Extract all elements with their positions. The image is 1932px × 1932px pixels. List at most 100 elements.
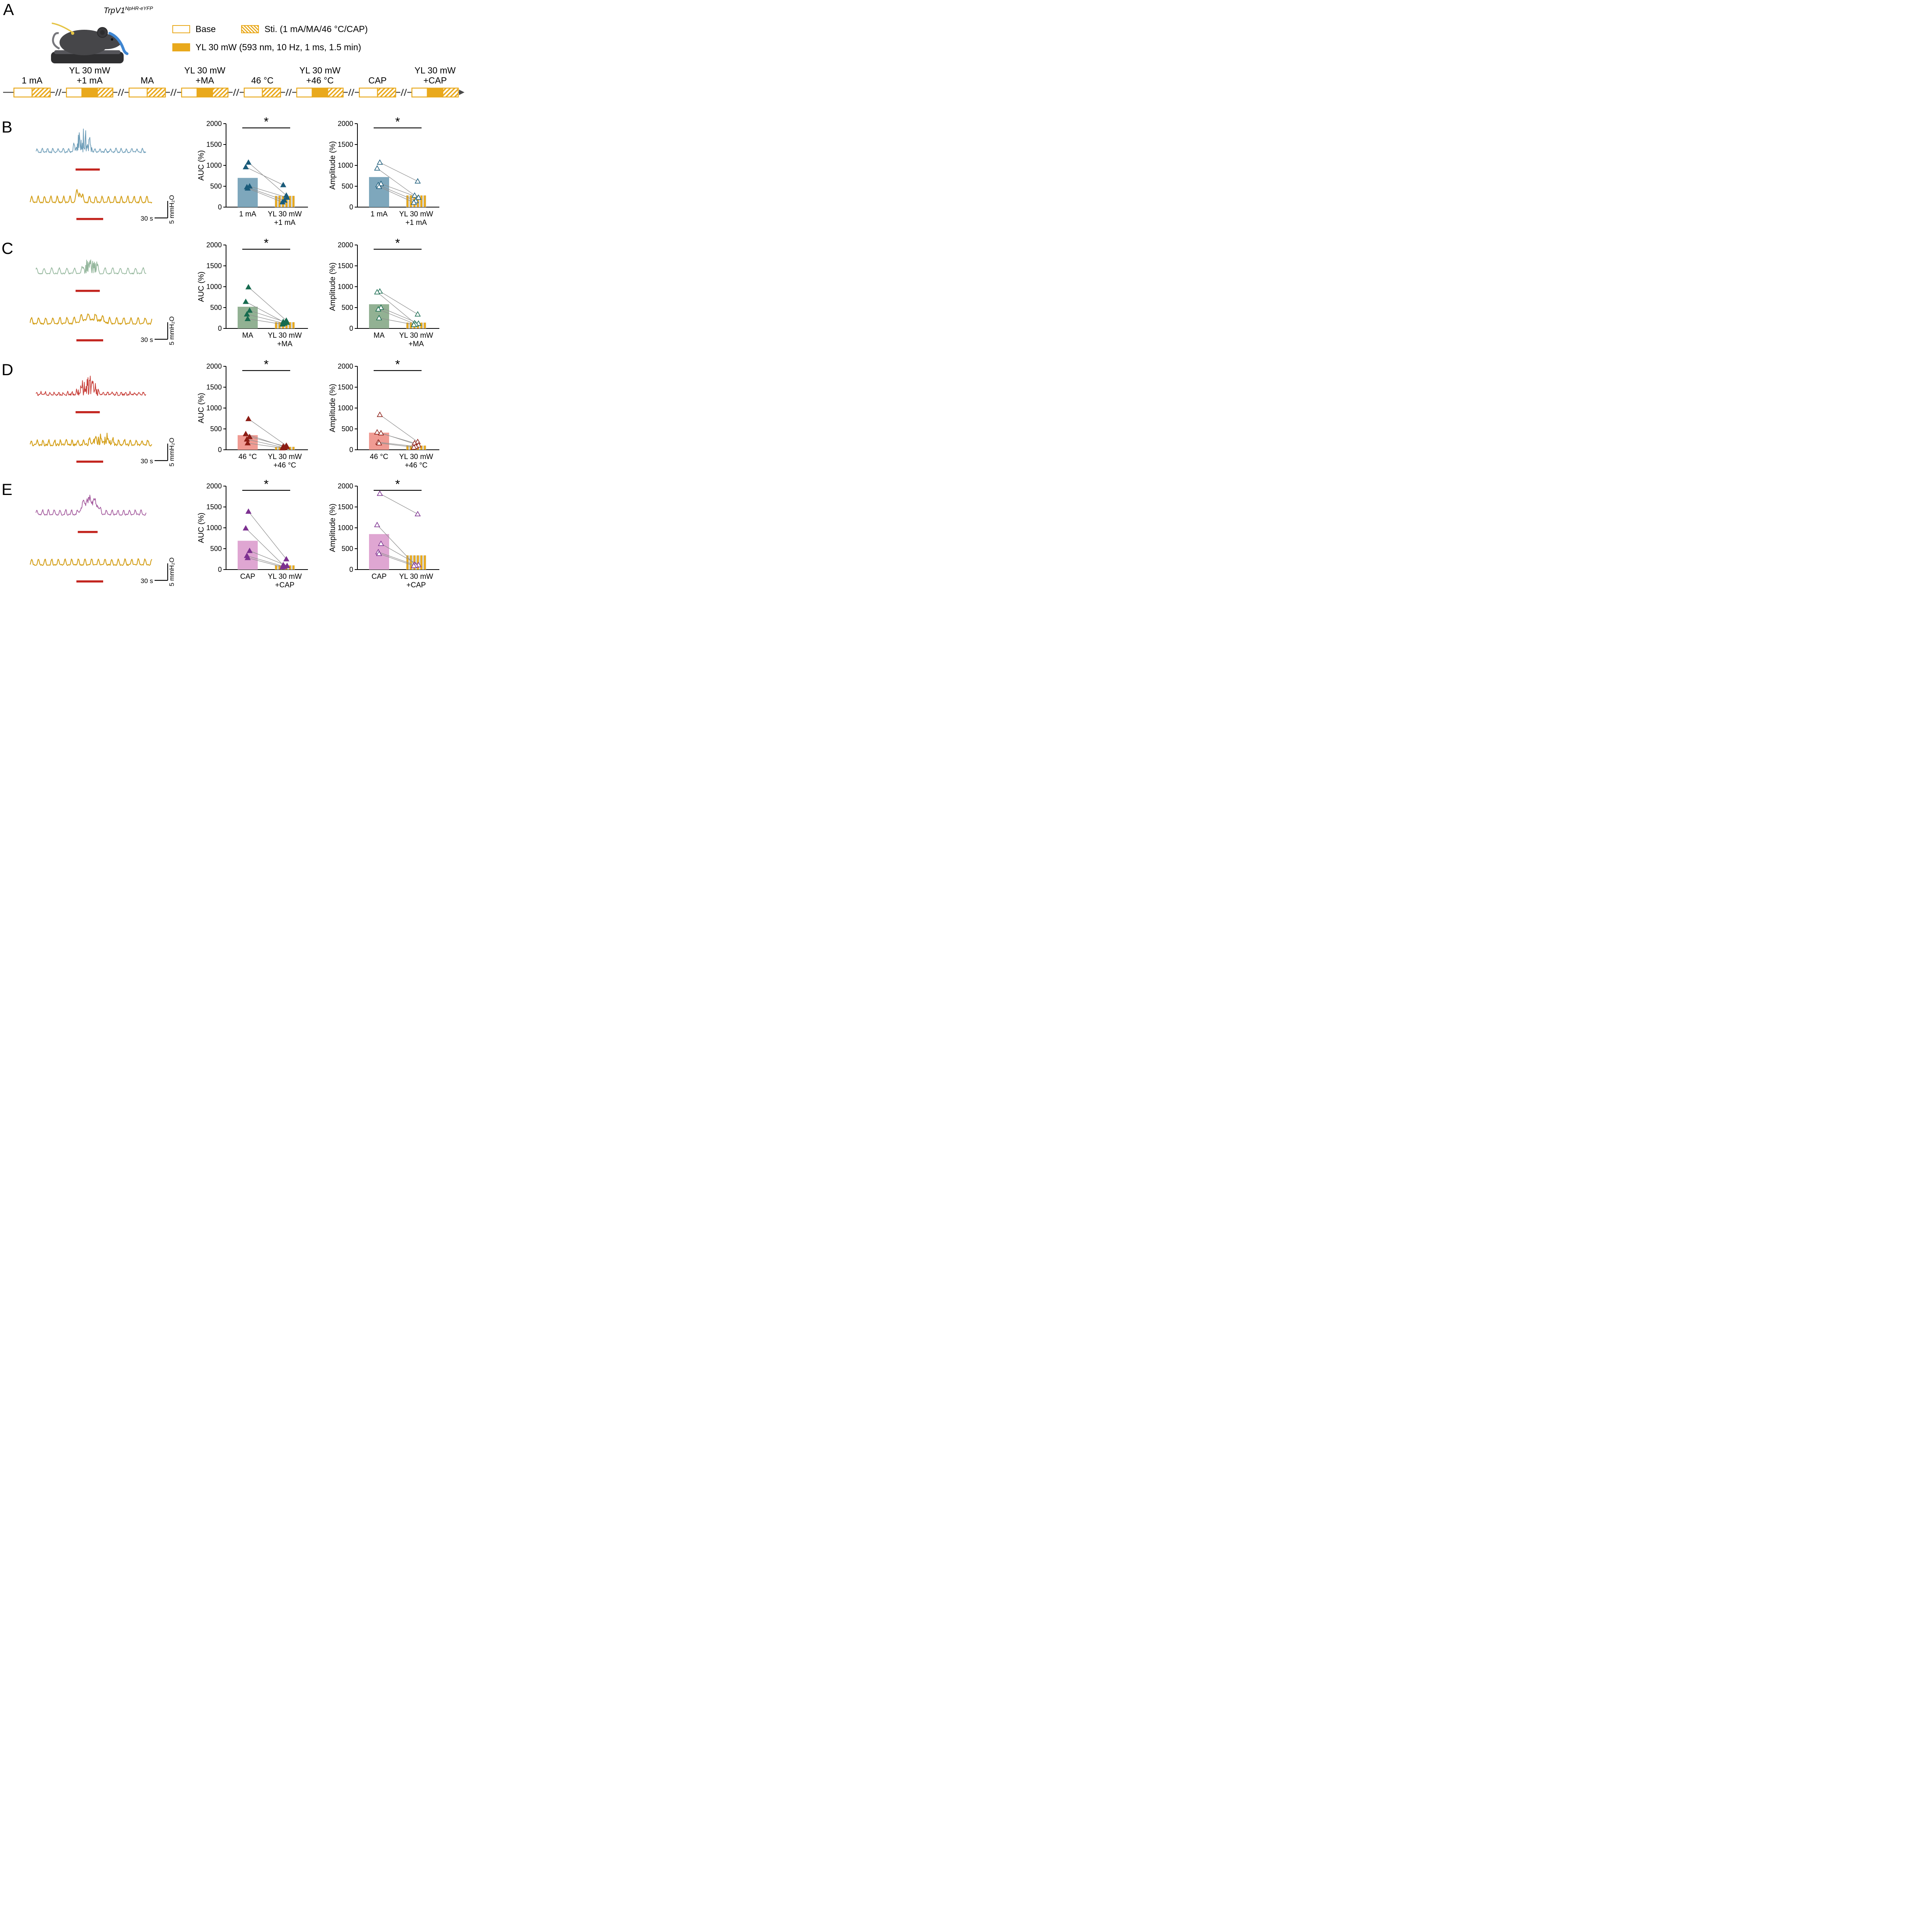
y-axis-title: Amplitude (%) [328, 503, 337, 552]
data-point [411, 321, 417, 327]
timeline-sti-segment [262, 87, 281, 98]
panel-label: D [2, 361, 14, 379]
timeline-base-segment [181, 87, 198, 98]
trace-bottom [29, 558, 152, 566]
data-point [377, 159, 383, 165]
pair-line [248, 287, 287, 321]
data-point [245, 415, 252, 421]
pair-line [247, 558, 283, 568]
data-point [377, 490, 383, 496]
y-tick-label: 500 [210, 182, 222, 190]
data-point [279, 564, 286, 570]
pair-line [247, 187, 285, 201]
pair-line [381, 307, 419, 324]
y-tick-label: 1000 [338, 283, 353, 291]
x-category-label: 46 °C [238, 453, 257, 461]
bar-stimulus [369, 177, 389, 207]
y-tick-label: 1000 [338, 162, 353, 169]
significance-asterisk: * [395, 480, 400, 491]
y-tick-label: 500 [210, 545, 222, 553]
axis-break-mask [233, 88, 240, 97]
timeline-base-segment [13, 87, 33, 98]
x-category-label: YL 30 mW [268, 332, 302, 340]
x-category-label: +MA [277, 340, 293, 348]
y-axis-title: AUC (%) [197, 393, 206, 423]
timeline-group-label: 46 °C [251, 75, 274, 85]
significance-asterisk: * [395, 360, 400, 371]
pair-line [381, 543, 419, 565]
y-tick-label: 0 [349, 566, 353, 573]
data-point [374, 165, 380, 171]
y-tick-label: 1500 [338, 262, 353, 270]
data-point [375, 306, 381, 312]
pair-line [378, 442, 416, 447]
data-point [243, 298, 249, 304]
data-point [411, 444, 417, 450]
pair-line [248, 162, 287, 196]
x-category-label: +46 °C [274, 461, 296, 469]
amplitude-chart: 0 500 1000 1500 2000 Amplitude (%) * 46 °C YL 30… [328, 360, 439, 469]
timeline-base-segment [411, 87, 428, 98]
timeline-arrowhead [459, 90, 464, 95]
pair-line [379, 291, 418, 315]
pair-line [379, 162, 418, 182]
mouse-head [104, 33, 122, 49]
auc-chart: 0 500 1000 1500 2000 AUC (%) * 46 °C YL 30 mW+46… [197, 360, 308, 469]
scalebar-time-label: 30 s [141, 336, 153, 344]
pair-line [247, 439, 285, 448]
y-axis-title: Amplitude (%) [328, 384, 337, 432]
data-point [374, 429, 380, 435]
auc-chart: 0 500 1000 1500 2000 AUC (%) * CAP YL 30 mW+CAP [197, 480, 308, 589]
auc-chart: 0 500 1000 1500 2000 AUC (%) * 1 mA YL 30 mW+1 m… [197, 117, 308, 227]
timeline-sti-segment [377, 87, 396, 98]
panel-e: E 30 s 5 mmH₂O 0 500 1000 1500 2000 AUC (%) * CA… [0, 479, 465, 595]
timeline-group-label: YL 30 mW [415, 65, 456, 75]
axis-break-icon [348, 88, 352, 96]
panel-b: B 30 s 5 mmH₂O 0 500 1000 1500 2000 AUC (%) * 1 … [0, 117, 465, 233]
pair-line [245, 301, 284, 322]
panel-label: C [2, 239, 14, 257]
timeline-group-label: MA [141, 75, 154, 85]
data-point [245, 159, 252, 165]
legend-base-label: Base [196, 24, 216, 34]
significance-asterisk: * [395, 239, 400, 250]
pair-line [247, 555, 285, 567]
timeline-group-label: +CAP [423, 75, 447, 85]
data-point [374, 289, 380, 294]
axis-break-icon [58, 88, 62, 96]
timeline-group-label: +MA [196, 75, 214, 85]
timeline-base-segment [296, 87, 313, 98]
pair-line [248, 511, 287, 560]
mouse-inner-ear [100, 30, 105, 35]
axis-break-icon [403, 88, 407, 96]
y-tick-label: 1000 [206, 404, 222, 412]
x-category-label: +MA [408, 340, 424, 348]
y-tick-label: 1000 [206, 524, 222, 532]
genotype-name: TrpV1 [104, 6, 125, 15]
axis-break-icon [351, 88, 355, 96]
y-tick-label: 2000 [206, 241, 222, 249]
legend-sti-label: Sti. (1 mA/MA/46 °C/CAP) [264, 24, 368, 34]
data-point [245, 440, 251, 446]
x-category-label: 46 °C [370, 453, 388, 461]
data-point [378, 304, 384, 310]
panel-a: A TrpV1NpHR-eYFP Base [0, 0, 465, 116]
timeline-sti-segment [212, 87, 229, 98]
x-category-label: YL 30 mW [399, 210, 433, 218]
pair-line [249, 310, 287, 323]
legend-row-2: YL 30 mW (593 nm, 10 Hz, 1 ms, 1.5 min) [172, 42, 462, 53]
data-point [415, 178, 421, 184]
timeline-sti-segment [31, 87, 51, 98]
data-point [245, 508, 252, 514]
trace-top [36, 376, 146, 396]
x-category-label: CAP [371, 573, 386, 581]
timeline-sti-segment [327, 87, 344, 98]
timeline-sti-segment [97, 87, 114, 98]
timeline-base-segment [66, 87, 83, 98]
timeline-group-label: 1 mA [22, 75, 43, 85]
pair-line [379, 414, 418, 442]
timeline-group-label: CAP [368, 75, 386, 85]
data-point [245, 284, 252, 289]
data-point [412, 192, 418, 198]
y-tick-label: 0 [218, 566, 222, 573]
